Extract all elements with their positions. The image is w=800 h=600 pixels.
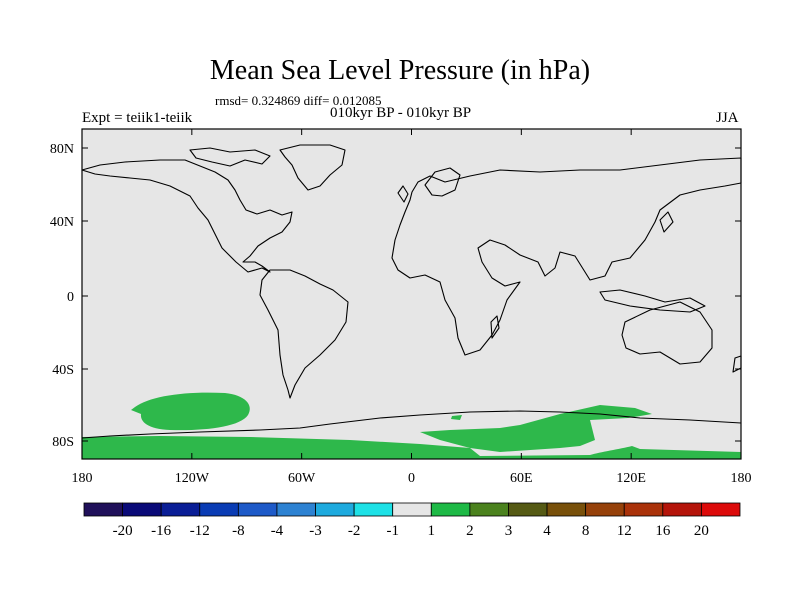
lat-tick-label: 40N (50, 215, 74, 230)
latitude-axis: 80N 40N 0 40S 80S (50, 142, 741, 450)
coast-british-isles (397, 185, 409, 203)
colorbar-label: 8 (582, 523, 590, 539)
colorbar-swatch (469, 502, 509, 517)
colorbar-label: -1 (386, 523, 399, 539)
lon-tick-label: 60E (510, 471, 533, 486)
anomaly-region-south-pacific (131, 392, 250, 431)
map-title: Mean Sea Level Pressure (in hPa) (209, 55, 591, 86)
colorbar-label: 16 (655, 523, 671, 539)
colorbar-swatch (122, 502, 162, 517)
coast-australia (621, 301, 713, 365)
colorbar-label: 12 (617, 523, 632, 539)
colorbar-label: 3 (505, 523, 513, 539)
colorbar-label: -20 (113, 523, 133, 539)
lat-tick-label: 40S (52, 363, 74, 378)
colorbar-swatch (237, 502, 278, 517)
coast-eurasia-africa (391, 157, 742, 356)
season-label: JJA (716, 110, 739, 126)
coast-arctic-islands (189, 147, 271, 167)
lat-tick-label: 80N (50, 142, 74, 157)
coast-south-america (259, 269, 349, 399)
colorbar-swatch (392, 502, 432, 517)
colorbar-label: -2 (348, 523, 361, 539)
colorbar-swatch (430, 502, 471, 517)
colorbar-swatch (160, 502, 201, 517)
colorbar-label: 2 (466, 523, 474, 539)
colorbar-swatch (199, 502, 239, 517)
coast-north-america (81, 159, 293, 273)
colorbar-swatch (83, 502, 123, 517)
coast-scandinavia (424, 167, 461, 197)
positive-anomaly-regions (82, 392, 741, 459)
coastlines (81, 144, 742, 439)
coast-greenland (279, 144, 346, 191)
colorbar: -20 -16 -12 -8 -4 -3 -2 -1 1 2 3 4 8 12 16 20 (83, 502, 741, 539)
colorbar-swatch (662, 502, 702, 517)
statistics-text: rmsd= 0.324869 diff= 0.012085 (215, 93, 382, 108)
colorbar-label: 1 (428, 523, 436, 539)
anomaly-region-indian-ocean-small (451, 415, 462, 420)
colorbar-label: 20 (694, 523, 709, 539)
colorbar-swatch (623, 502, 664, 517)
colorbar-label: -16 (151, 523, 171, 539)
colorbar-label: -12 (190, 523, 210, 539)
colorbar-swatch (315, 502, 355, 517)
lon-tick-label: 60W (288, 471, 316, 486)
colorbar-label: -4 (271, 523, 284, 539)
colorbar-swatch (701, 502, 741, 517)
colorbar-swatch (546, 502, 587, 517)
lon-tick-label: 180 (731, 471, 752, 486)
colorbar-swatch (276, 502, 316, 517)
lon-tick-label: 0 (408, 471, 415, 486)
lon-tick-label: 120W (175, 471, 210, 486)
colorbar-swatch (508, 502, 548, 517)
lon-tick-label: 180 (72, 471, 93, 486)
colorbar-swatch (353, 502, 394, 517)
colorbar-label: -3 (309, 523, 322, 539)
lat-tick-label: 0 (67, 290, 74, 305)
coast-antarctica (81, 410, 742, 439)
coast-japan (659, 211, 674, 233)
longitude-axis: 180 120W 60W 0 60E 120E 180 (72, 129, 752, 486)
colorbar-label: 4 (543, 523, 551, 539)
lat-tick-label: 80S (52, 435, 74, 450)
period-label: 010kyr BP - 010kyr BP (330, 105, 472, 121)
coast-indonesia (599, 289, 706, 313)
lon-tick-label: 120E (616, 471, 646, 486)
colorbar-swatch (585, 502, 625, 517)
experiment-label: Expt = teiik1-teiik (82, 110, 193, 126)
colorbar-label: -8 (232, 523, 245, 539)
anomaly-region-antarctic-coast (82, 405, 741, 459)
coast-madagascar (490, 315, 500, 339)
